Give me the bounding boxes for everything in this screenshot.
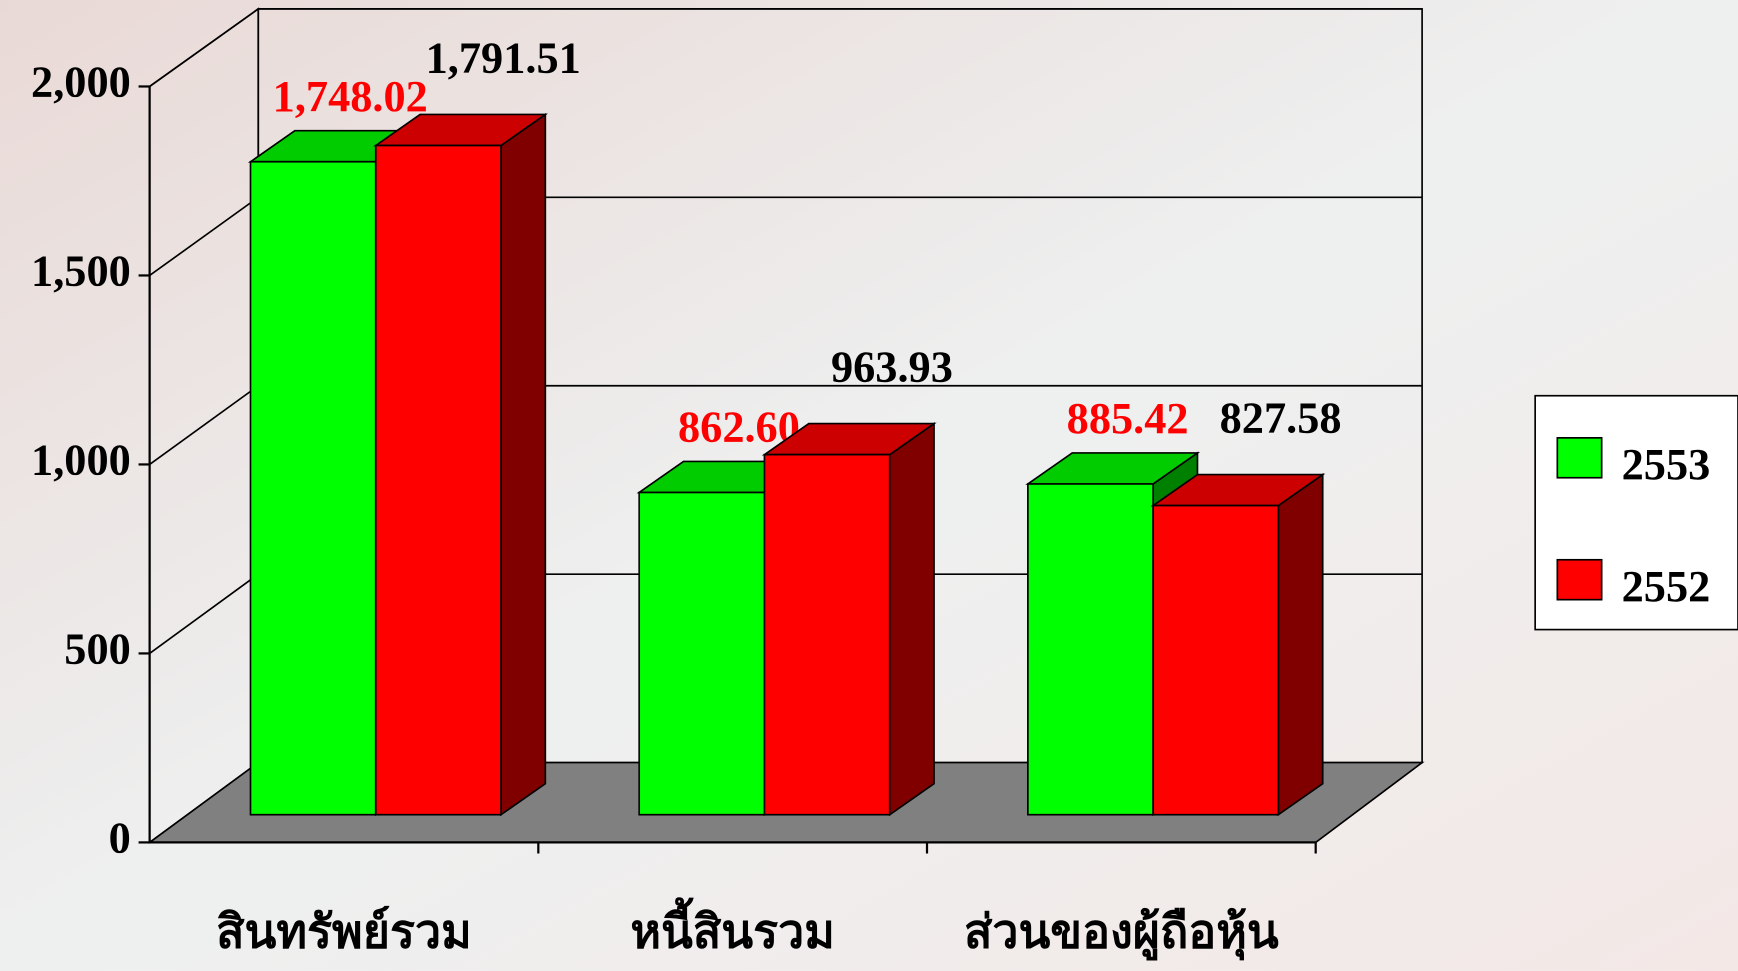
chart: 05001,0001,5002,000สินทรัพย์รวมหนี้สินรว… — [0, 0, 1738, 971]
page: {"chart_data": {"type": "bar3d", "catego… — [0, 0, 1738, 971]
value-label: 963.93 — [831, 342, 953, 392]
bar — [639, 492, 764, 814]
y-tick-label: 0 — [109, 813, 131, 863]
bar — [1153, 506, 1278, 815]
bar-side — [1278, 475, 1322, 815]
legend-swatch — [1557, 438, 1601, 478]
x-tick-label: สินทรัพย์รวม — [216, 905, 472, 958]
bar-side — [890, 424, 934, 815]
legend-label: 2553 — [1622, 439, 1711, 489]
bar — [1028, 484, 1153, 815]
bar-side — [501, 114, 545, 814]
y-tick-label: 1,500 — [31, 246, 131, 296]
y-tick-label: 2,000 — [31, 57, 131, 107]
value-label: 1,748.02 — [273, 71, 428, 121]
value-label: 1,791.51 — [426, 33, 581, 83]
value-label: 885.42 — [1067, 393, 1189, 443]
bar — [764, 455, 889, 815]
legend-swatch — [1557, 560, 1601, 600]
bar — [251, 162, 376, 815]
bar — [376, 146, 501, 815]
legend-label: 2552 — [1622, 561, 1711, 611]
x-tick-label: ส่วนของผู้ถือหุ้น — [964, 907, 1279, 960]
y-tick-label: 1,000 — [31, 435, 131, 485]
value-label: 827.58 — [1220, 393, 1342, 443]
y-tick-label: 500 — [64, 624, 131, 674]
